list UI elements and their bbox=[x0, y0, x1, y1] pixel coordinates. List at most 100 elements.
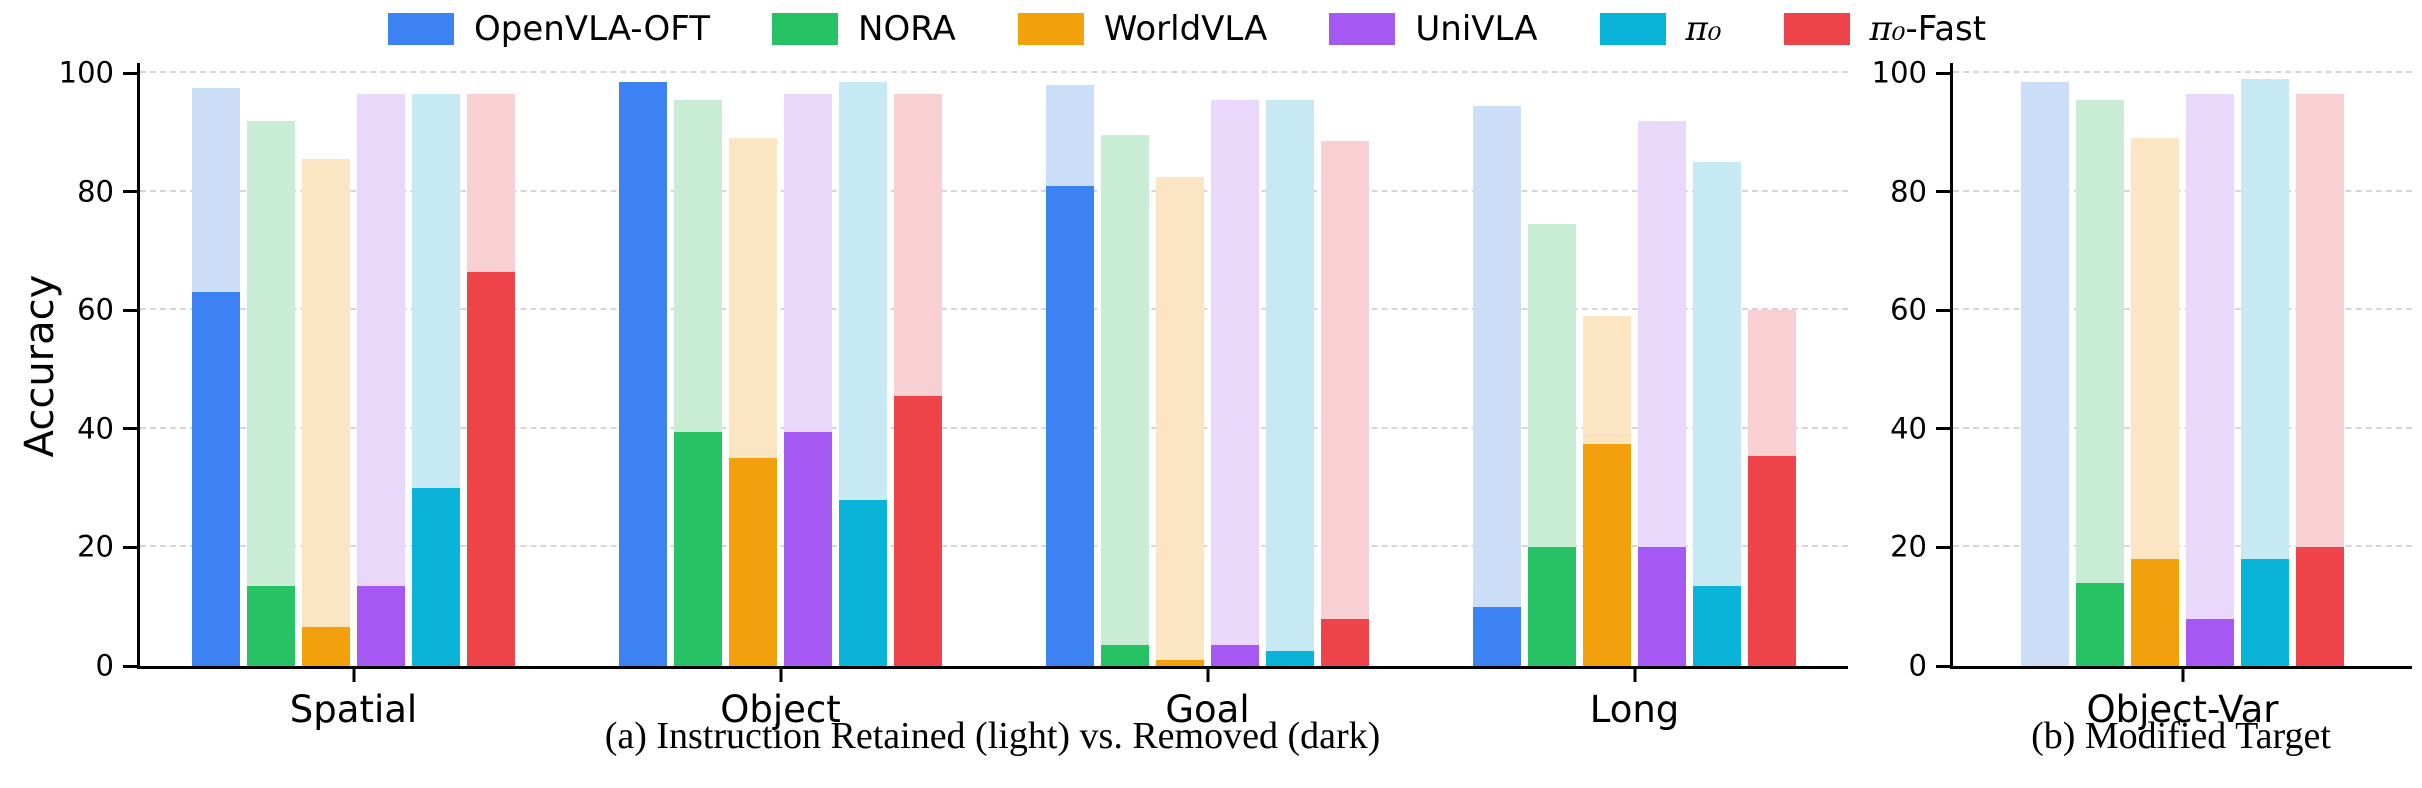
bar-removed-dark bbox=[467, 271, 515, 666]
bar-slot-nora bbox=[2076, 63, 2124, 666]
x-tick bbox=[2181, 669, 2184, 682]
bar-removed-dark bbox=[1693, 585, 1741, 666]
y-axis-label: Accuracy bbox=[17, 274, 63, 458]
bar-slot-worldvla bbox=[2131, 63, 2179, 666]
y-tick-label: 0 bbox=[95, 648, 114, 683]
bar-slot-openvla-oft bbox=[1473, 63, 1521, 666]
legend-item: WorldVLA bbox=[1017, 12, 1267, 46]
bar-slot-openvla-oft bbox=[2021, 63, 2069, 666]
legend-item: π₀ bbox=[1599, 9, 1722, 49]
y-tick-label: 0 bbox=[1908, 648, 1927, 683]
y-tick-label: 20 bbox=[77, 529, 114, 564]
subplot-a-caption: (a) Instruction Retained (light) vs. Rem… bbox=[604, 715, 1381, 757]
grid-line bbox=[1953, 189, 2412, 192]
bar-removed-dark bbox=[839, 499, 887, 666]
x-category-label: Object-Var bbox=[2086, 688, 2279, 731]
legend-label: π₀ bbox=[1685, 9, 1722, 49]
bar-slot-worldvla bbox=[1583, 63, 1631, 666]
subplot-b-caption: (b) Modified Target bbox=[2031, 715, 2331, 757]
y-tick-label: 100 bbox=[1871, 55, 1927, 90]
y-tick bbox=[123, 664, 137, 668]
bar-removed-dark bbox=[1101, 645, 1149, 666]
grid-line bbox=[140, 189, 1848, 192]
bar-retained-light bbox=[1101, 135, 1149, 666]
bar-slot-worldvla bbox=[302, 63, 350, 666]
bar-slot-nora bbox=[247, 63, 295, 666]
x-category-label: Goal bbox=[1165, 688, 1250, 731]
legend-swatch bbox=[1329, 13, 1396, 45]
legend-item: UniVLA bbox=[1329, 9, 1538, 49]
grid-line bbox=[140, 71, 1848, 74]
bar-removed-dark bbox=[2076, 583, 2124, 666]
y-tick bbox=[1936, 308, 1950, 312]
subplot-a-plot-area: 0 20 40 60 80 100 Spatial Object Goal Long bbox=[59, 58, 1848, 728]
bar-removed-dark bbox=[1748, 455, 1796, 666]
bar-removed-dark bbox=[2296, 547, 2344, 666]
bar-retained-light bbox=[247, 120, 295, 666]
y-tick bbox=[123, 71, 137, 75]
bar-retained-light bbox=[1321, 141, 1369, 666]
y-tick bbox=[123, 427, 137, 431]
bar-group bbox=[619, 63, 942, 666]
bar-slot-univla bbox=[1638, 63, 1686, 666]
y-tick-label: 60 bbox=[1890, 292, 1927, 327]
x-category-label: Spatial bbox=[289, 688, 418, 731]
bar-removed-dark bbox=[1046, 185, 1094, 666]
bar-retained-light bbox=[302, 159, 350, 666]
bar-slot-- bbox=[1266, 63, 1314, 666]
bar-group bbox=[1473, 63, 1796, 666]
x-tick bbox=[352, 669, 355, 682]
bar-removed-dark bbox=[1528, 547, 1576, 666]
grid-line bbox=[140, 545, 1848, 548]
bar-group bbox=[2021, 63, 2344, 666]
bar-slot--fast bbox=[894, 63, 942, 666]
bar-removed-dark bbox=[1638, 547, 1686, 666]
bar-slot-nora bbox=[1528, 63, 1576, 666]
legend-item: NORA bbox=[772, 12, 956, 46]
chart-legend: OpenVLA-OFT NORA WorldVLA UniVLA π₀ π₀-Fast bbox=[388, 6, 1986, 52]
bar-slot-openvla-oft bbox=[192, 63, 240, 666]
bar-removed-dark bbox=[619, 81, 667, 666]
bar-slot-univla bbox=[1211, 63, 1259, 666]
bar-slot--fast bbox=[2296, 63, 2344, 666]
bar-slot-nora bbox=[674, 63, 722, 666]
legend-swatch bbox=[1017, 13, 1084, 45]
y-tick bbox=[1936, 190, 1950, 194]
grid-line bbox=[1953, 545, 2412, 548]
y-tick-label: 80 bbox=[1890, 174, 1927, 209]
x-category-label: Object bbox=[720, 688, 841, 731]
x-tick bbox=[1206, 669, 1209, 682]
bar-removed-dark bbox=[729, 458, 777, 666]
legend-label: NORA bbox=[858, 9, 956, 49]
legend-swatch bbox=[772, 13, 839, 45]
bar-slot-univla bbox=[2186, 63, 2234, 666]
bar-retained-light bbox=[1156, 176, 1204, 666]
y-tick-label: 40 bbox=[77, 411, 114, 446]
bar-removed-dark bbox=[894, 396, 942, 666]
bar-slot--fast bbox=[1321, 63, 1369, 666]
bar-removed-dark bbox=[1266, 651, 1314, 666]
bar-removed-dark bbox=[1473, 606, 1521, 666]
y-tick bbox=[1936, 545, 1950, 549]
x-tick bbox=[1633, 669, 1636, 682]
grid-line bbox=[1953, 71, 2412, 74]
bar-retained-light bbox=[2186, 93, 2234, 666]
y-tick-label: 80 bbox=[77, 174, 114, 209]
subplot-b-plot-area: 0 20 40 60 80 100 Object-Var bbox=[1872, 58, 2412, 728]
legend-swatch bbox=[388, 13, 454, 45]
legend-item: OpenVLA-OFT bbox=[388, 12, 710, 46]
bar-slot-- bbox=[1693, 63, 1741, 666]
bar-retained-light bbox=[2076, 99, 2124, 666]
bar-removed-dark bbox=[1211, 645, 1259, 666]
bar-slot--fast bbox=[467, 63, 515, 666]
bar-slot-univla bbox=[784, 63, 832, 666]
legend-label: π₀-Fast bbox=[1869, 9, 1987, 49]
bar-removed-dark bbox=[2241, 559, 2289, 666]
y-tick-label: 40 bbox=[1890, 411, 1927, 446]
y-tick bbox=[1936, 427, 1950, 431]
bar-removed-dark bbox=[674, 431, 722, 666]
bar-retained-light bbox=[1693, 162, 1741, 666]
legend-label: UniVLA bbox=[1415, 9, 1538, 49]
bar-slot-openvla-oft bbox=[619, 63, 667, 666]
